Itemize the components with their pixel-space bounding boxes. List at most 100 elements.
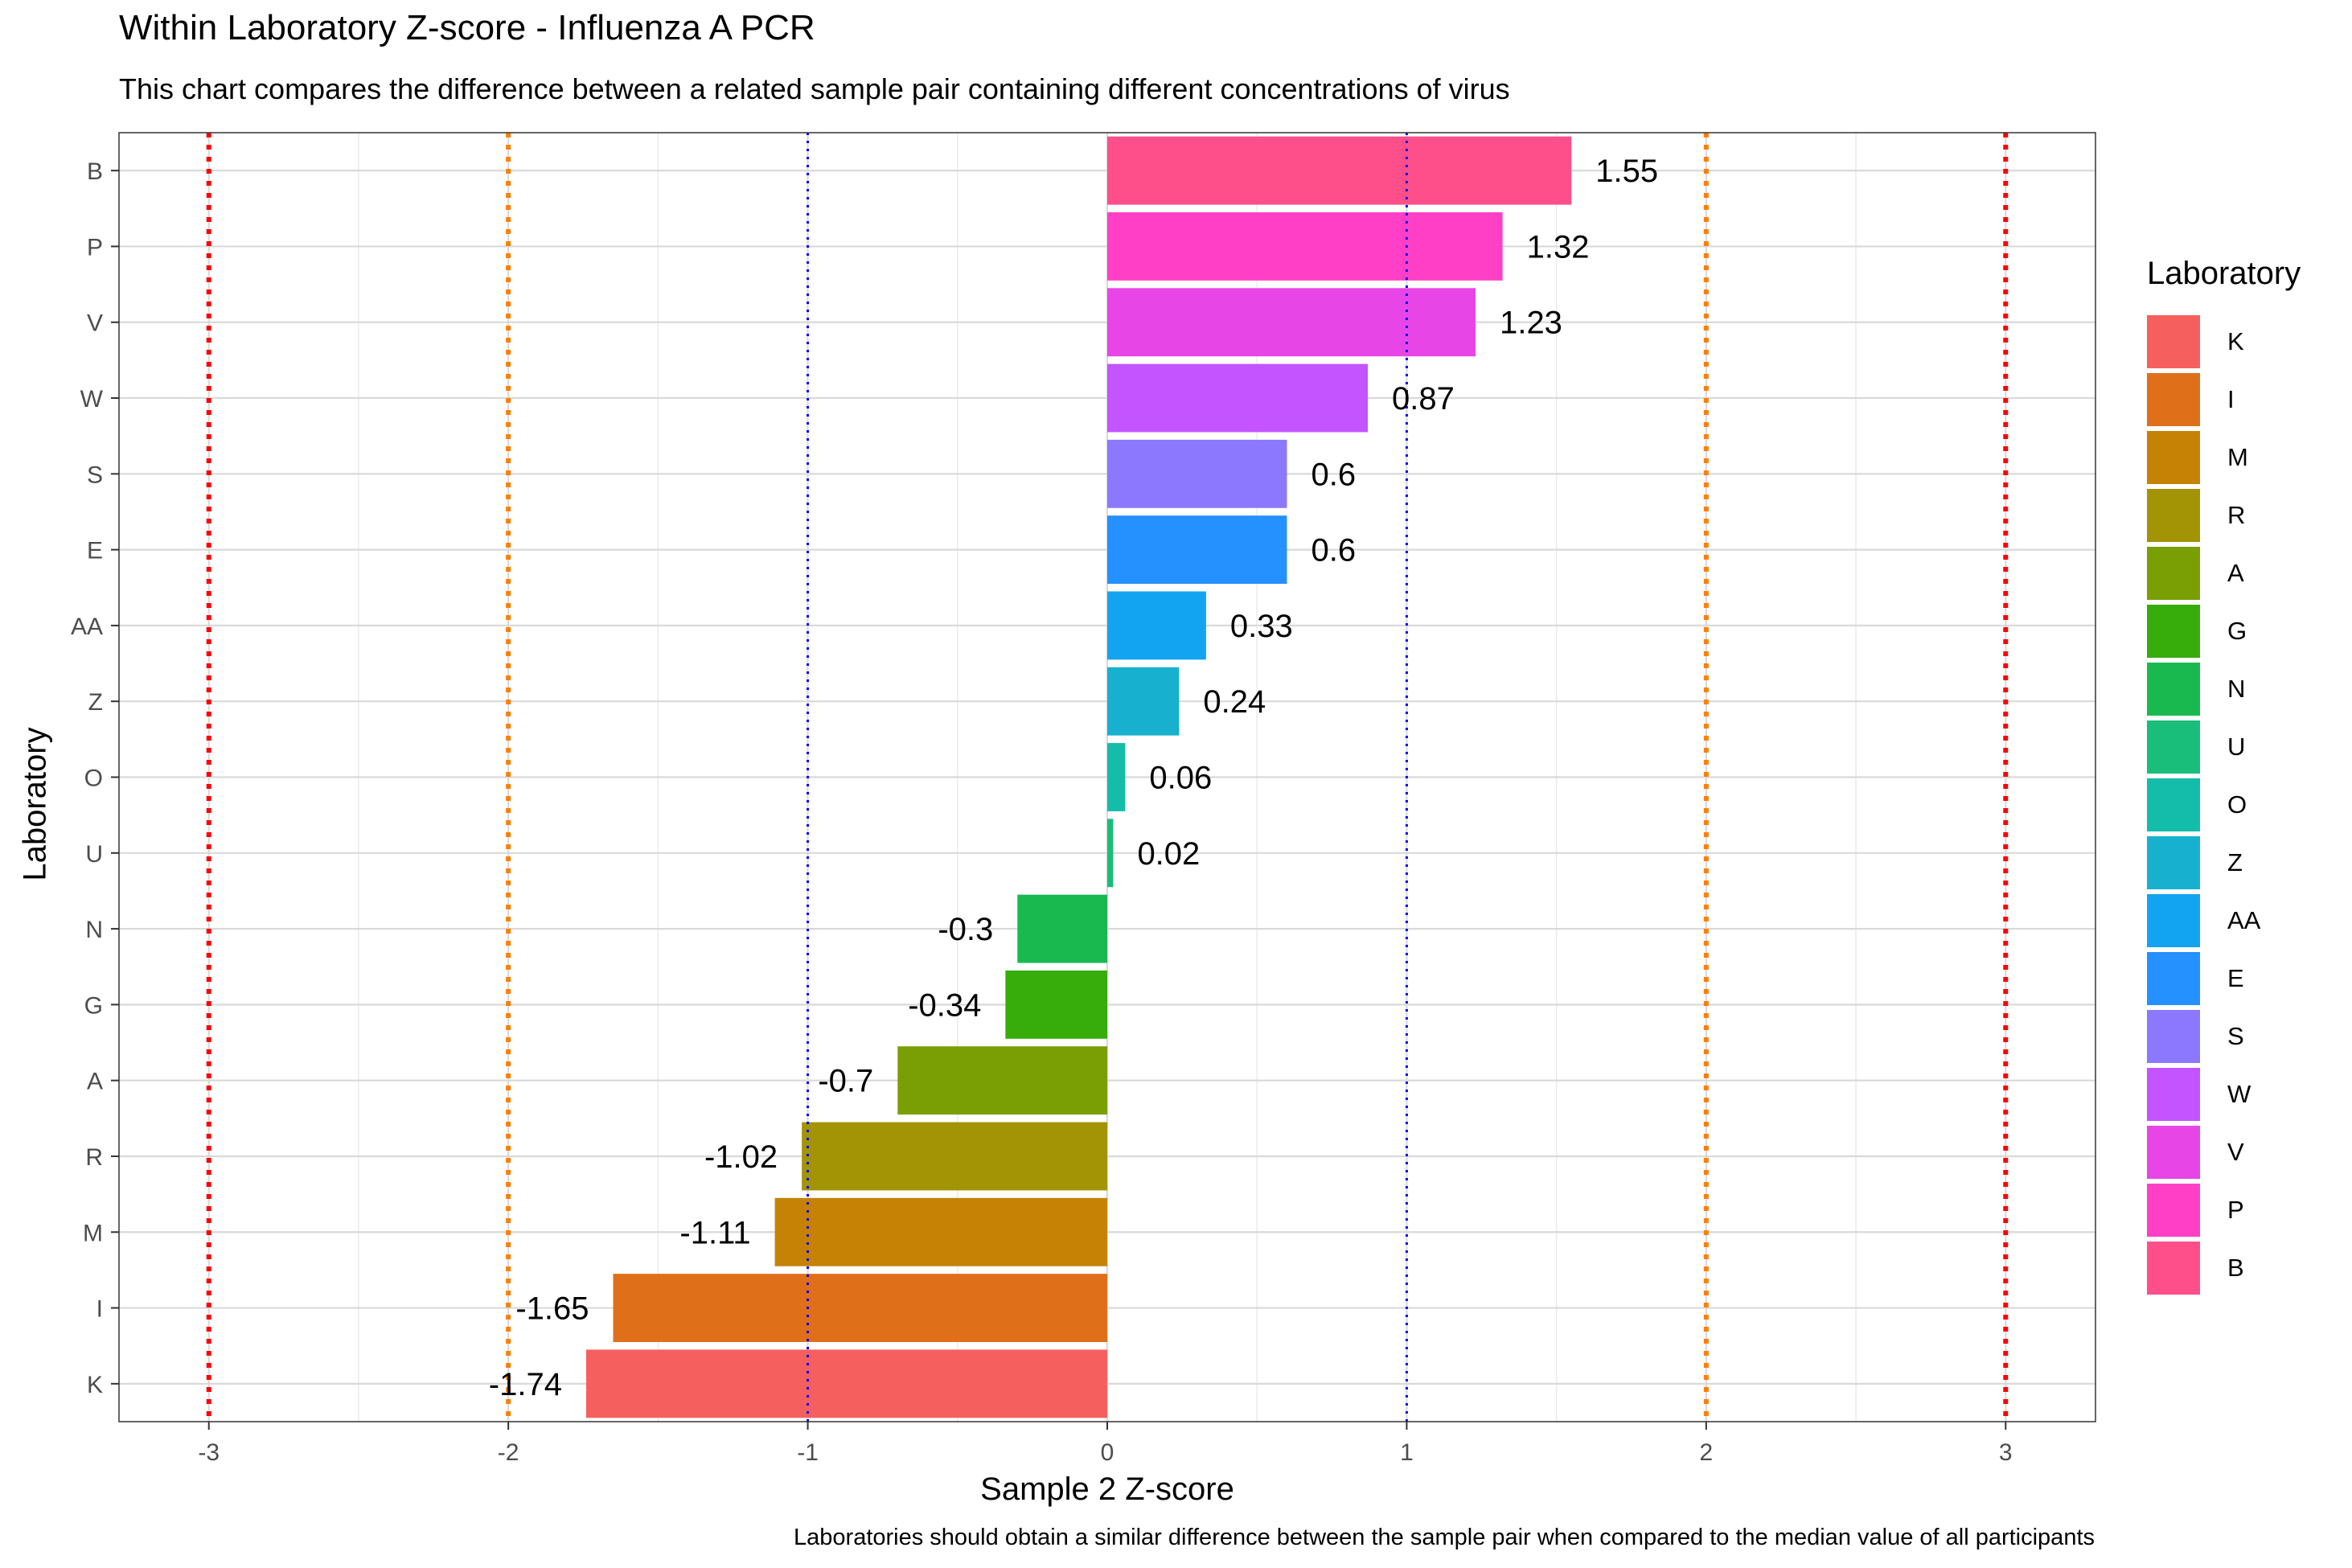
value-label: 0.6: [1311, 533, 1356, 569]
bar-n: [1017, 894, 1107, 963]
legend-key: [2147, 605, 2200, 658]
y-tick-label: I: [96, 1296, 103, 1323]
bar-o: [1107, 743, 1126, 811]
bar-s: [1107, 439, 1287, 508]
x-axis-label: Sample 2 Z-score: [980, 1472, 1234, 1507]
legend-item: I: [2147, 371, 2301, 429]
chart-caption: Laboratories should obtain a similar dif…: [794, 1525, 2095, 1550]
legend-label: P: [2227, 1196, 2244, 1224]
value-label: 0.33: [1230, 609, 1293, 644]
value-label: 0.87: [1392, 381, 1455, 417]
legend-item: AA: [2147, 892, 2301, 950]
value-label: 0.02: [1137, 836, 1200, 872]
value-label: 0.24: [1203, 684, 1266, 720]
bar-m: [774, 1197, 1107, 1266]
y-tick-label: AA: [71, 614, 103, 640]
legend-label: W: [2227, 1080, 2251, 1108]
x-tick-label: -2: [498, 1439, 519, 1466]
y-tick-label: E: [87, 538, 103, 564]
legend-key: [2147, 1068, 2200, 1121]
legend-label: O: [2227, 790, 2247, 819]
legend-items: K I M R A G N U O Z AA E S W V P B: [2147, 313, 2301, 1297]
bar-k: [585, 1349, 1107, 1418]
y-tick-label: S: [87, 462, 103, 488]
legend-key: [2147, 547, 2200, 600]
legend-item: V: [2147, 1123, 2301, 1181]
bar-e: [1107, 515, 1287, 585]
legend-item: O: [2147, 776, 2301, 834]
x-tick-label: 0: [1101, 1439, 1114, 1466]
x-tick-label: -3: [198, 1439, 220, 1466]
legend-key: [2147, 663, 2200, 716]
value-label: 0.6: [1311, 457, 1356, 492]
legend-item: Z: [2147, 834, 2301, 892]
y-tick-label: W: [80, 386, 104, 413]
y-tick-label: R: [85, 1144, 103, 1171]
legend-key: [2147, 431, 2200, 484]
legend-title: Laboratory: [2147, 256, 2301, 291]
legend-label: A: [2227, 559, 2244, 587]
legend-item: A: [2147, 544, 2301, 602]
bar-w: [1107, 363, 1369, 433]
legend-item: G: [2147, 602, 2301, 660]
legend-item: S: [2147, 1008, 2301, 1065]
legend: Laboratory K I M R A G N U O Z AA E S W V P B: [2147, 256, 2301, 1297]
legend-item: E: [2147, 950, 2301, 1008]
legend-label: S: [2227, 1022, 2244, 1050]
bar-v: [1107, 288, 1476, 357]
legend-item: M: [2147, 429, 2301, 486]
legend-item: K: [2147, 313, 2301, 371]
bar-aa: [1107, 591, 1206, 660]
y-tick-label: K: [87, 1372, 103, 1398]
bar-r: [802, 1122, 1107, 1191]
y-tick-label: A: [87, 1069, 103, 1095]
value-label: -1.11: [679, 1215, 750, 1250]
x-tick-label: 2: [1700, 1439, 1714, 1466]
bar-g: [1005, 970, 1107, 1039]
legend-label: B: [2227, 1254, 2244, 1282]
legend-key: [2147, 315, 2200, 368]
bar-i: [613, 1274, 1107, 1342]
value-label: -1.74: [489, 1367, 562, 1402]
bar-u: [1107, 819, 1114, 888]
value-label: -1.65: [515, 1291, 589, 1327]
value-label: -0.3: [938, 912, 993, 947]
legend-label: R: [2227, 501, 2246, 529]
legend-key: [2147, 894, 2200, 947]
y-tick-label: G: [84, 992, 103, 1019]
y-tick-label: P: [87, 234, 103, 261]
legend-key: [2147, 1126, 2200, 1179]
legend-item: W: [2147, 1065, 2301, 1123]
x-tick-label: 1: [1400, 1439, 1414, 1466]
legend-key: [2147, 489, 2200, 542]
y-tick-label: N: [85, 917, 103, 943]
legend-label: N: [2227, 675, 2246, 703]
x-tick-label: 3: [1999, 1439, 2013, 1466]
legend-item: B: [2147, 1239, 2301, 1297]
legend-key: [2147, 720, 2200, 774]
legend-label: G: [2227, 617, 2247, 645]
bar-p: [1107, 212, 1503, 281]
legend-key: [2147, 836, 2200, 889]
legend-key: [2147, 373, 2200, 426]
legend-label: K: [2227, 327, 2244, 355]
value-label: -0.7: [818, 1064, 873, 1099]
legend-label: V: [2227, 1138, 2244, 1166]
bar-a: [897, 1046, 1107, 1115]
legend-item: R: [2147, 486, 2301, 544]
y-tick-label: M: [83, 1220, 103, 1246]
chart-subtitle: This chart compares the difference betwe…: [119, 72, 1510, 105]
value-label: 0.06: [1149, 761, 1212, 796]
y-tick-label: Z: [88, 689, 103, 716]
legend-item: N: [2147, 660, 2301, 718]
bar-z: [1107, 667, 1180, 736]
legend-key: [2147, 1184, 2200, 1237]
chart-title: Within Laboratory Z-score - Influenza A …: [119, 8, 815, 47]
legend-label: M: [2227, 443, 2248, 471]
legend-label: E: [2227, 964, 2244, 992]
legend-item: U: [2147, 718, 2301, 776]
value-label: 1.23: [1500, 306, 1562, 341]
legend-label: Z: [2227, 848, 2243, 876]
y-tick-label: V: [87, 310, 103, 337]
